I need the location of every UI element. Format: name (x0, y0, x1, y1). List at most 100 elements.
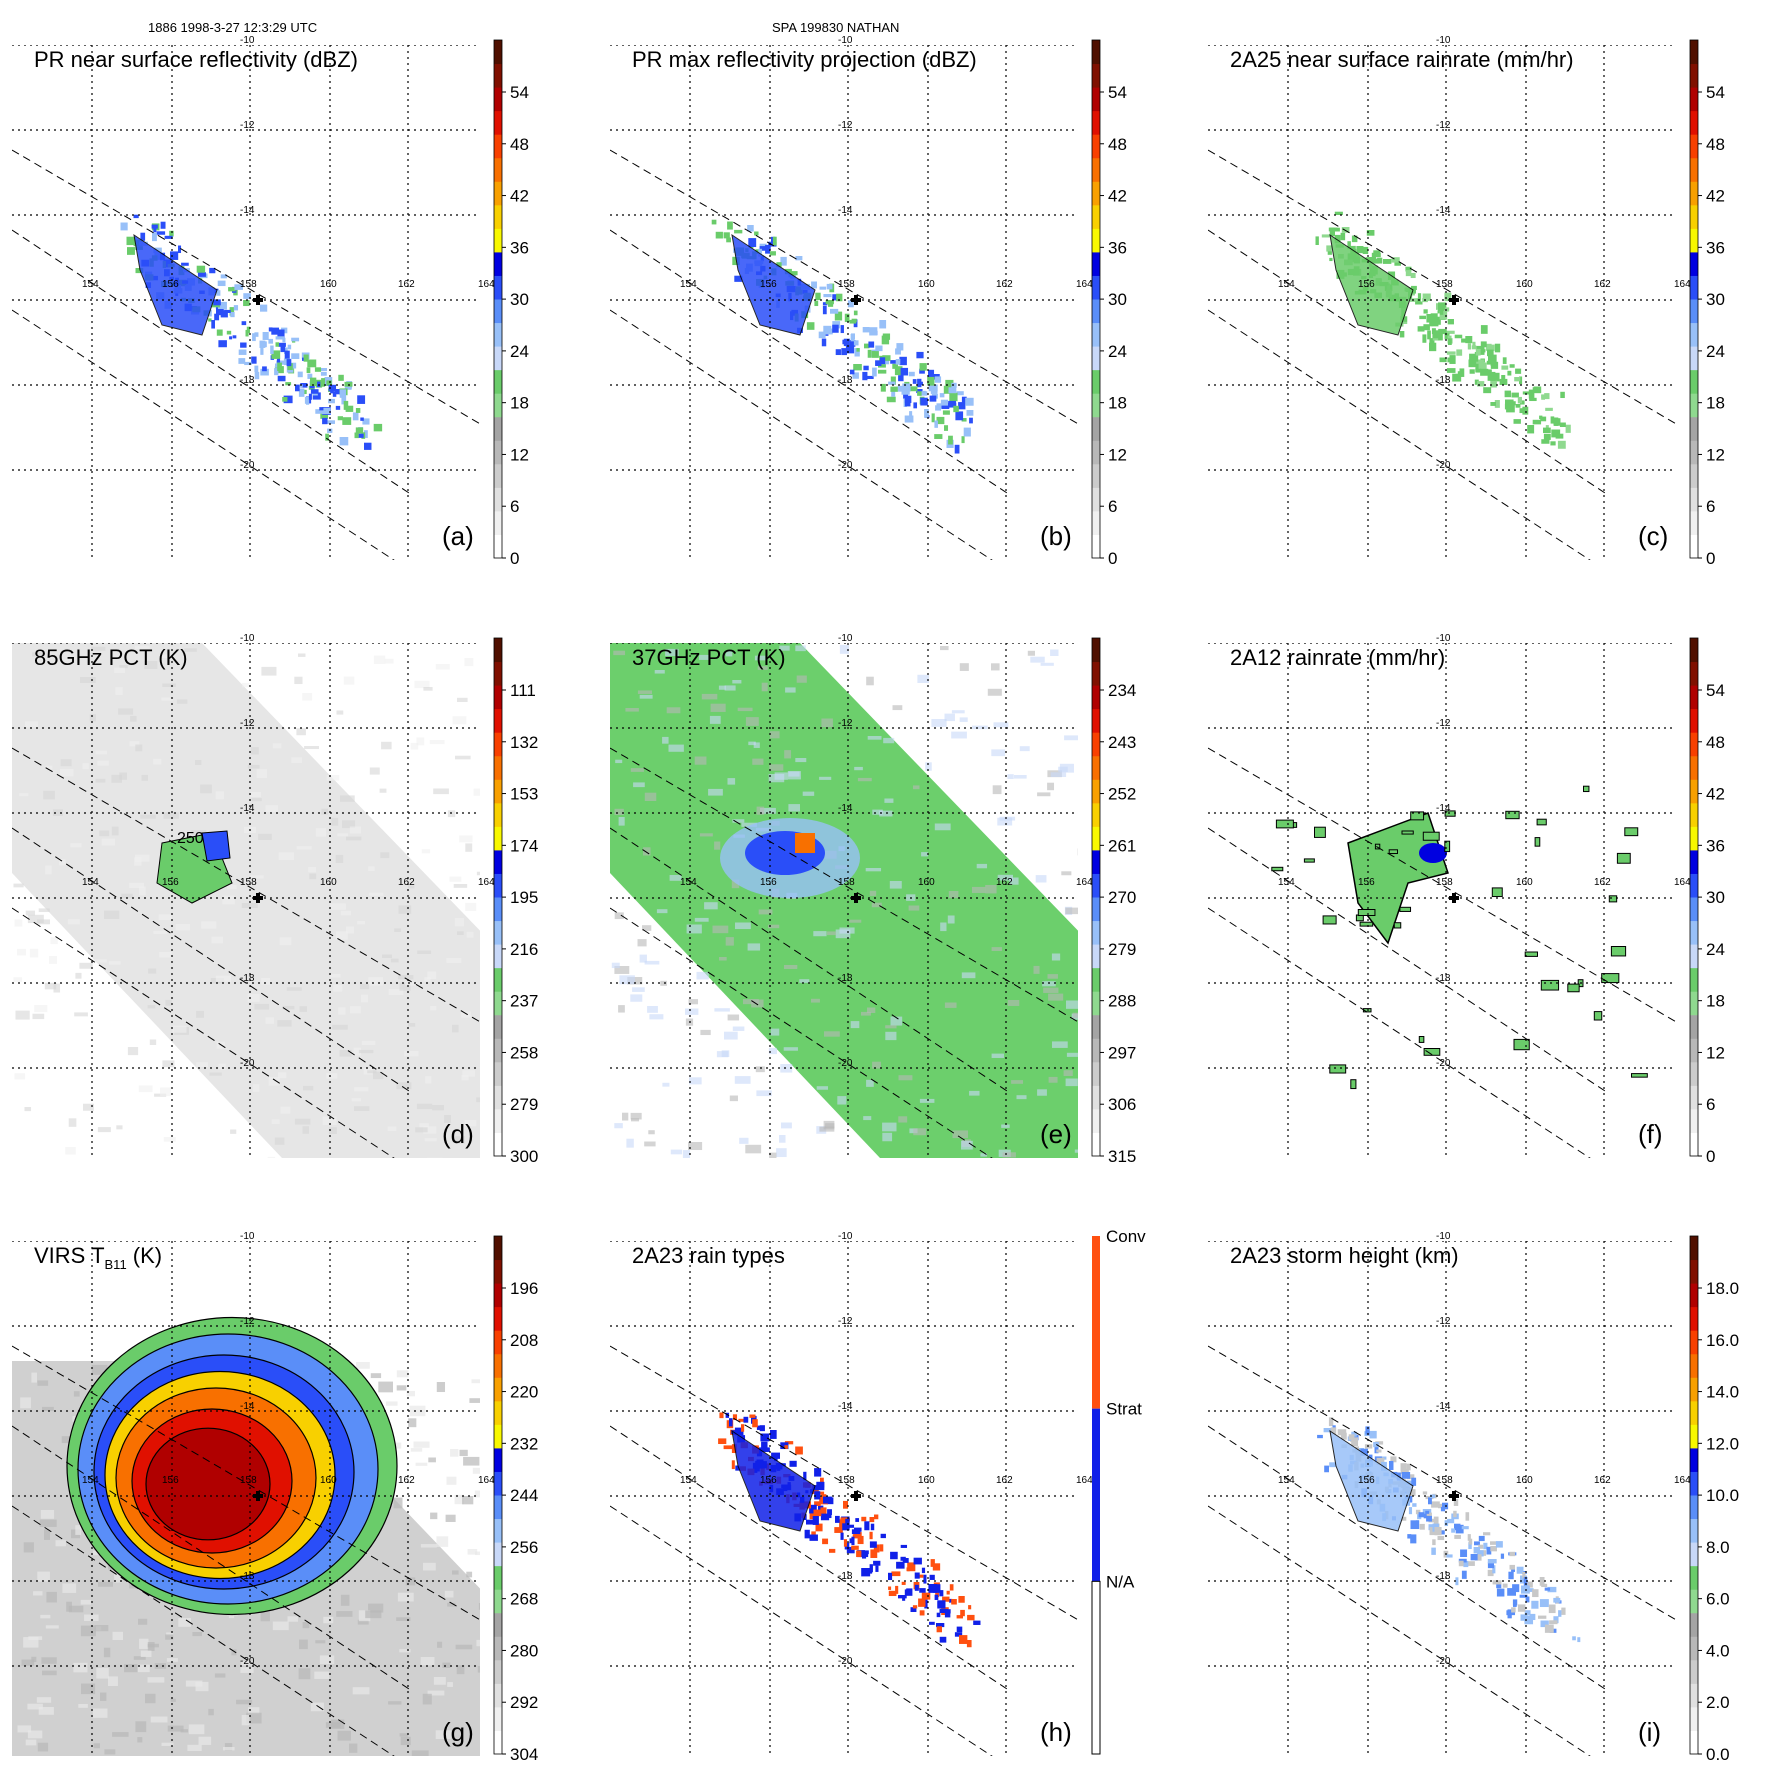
rain-cell (277, 329, 285, 338)
rain-cell (287, 344, 292, 350)
rain-cell (849, 369, 855, 375)
rain-cell (919, 363, 927, 371)
field-cell (1007, 774, 1014, 780)
rain-cell (328, 398, 335, 404)
lon-tick-label: 154 (680, 877, 697, 888)
field-cell (649, 1014, 664, 1020)
colorbar-segment (494, 1447, 502, 1472)
field-cell (256, 769, 268, 778)
colorbar-segment (1690, 1306, 1698, 1331)
rain-cell (862, 1550, 869, 1555)
rain-cell (1463, 1560, 1469, 1568)
rain-cell (1560, 391, 1565, 399)
swath-edge (1208, 1505, 1591, 1756)
rain-cell (1440, 1507, 1446, 1512)
rain-cell (968, 1605, 972, 1610)
field-cell (779, 1135, 786, 1143)
rain-cell (1513, 1038, 1530, 1051)
lat-tick-label: -12 (838, 718, 853, 729)
field-cell (368, 866, 375, 872)
colorbar-segment (1690, 661, 1698, 686)
rain-cell (908, 371, 915, 377)
field-cell (45, 765, 53, 770)
field-cell (613, 650, 626, 656)
field-cell (396, 1082, 412, 1090)
rain-cell (948, 400, 956, 408)
rain-cell (827, 1509, 832, 1515)
rain-cell (1534, 837, 1541, 847)
rain-cell (888, 381, 896, 385)
field-cell (67, 919, 80, 925)
colorbar-segment (494, 802, 502, 827)
colorbar-tick-label: 132 (510, 733, 538, 752)
field-cell (196, 1010, 205, 1018)
field-cell (835, 929, 851, 939)
rain-cell (226, 330, 232, 335)
rain-cell (956, 1615, 963, 1619)
field-cell (694, 756, 707, 765)
field-cell (427, 1690, 445, 1696)
field-cell (330, 974, 341, 978)
colorbar-segment (1690, 1706, 1698, 1731)
lon-tick-label: 154 (82, 279, 99, 290)
field-cell (1079, 1148, 1086, 1153)
rain-cell (949, 1584, 954, 1591)
field-cell (913, 785, 920, 790)
swath-background (12, 643, 480, 1158)
rain-cell (921, 1592, 931, 1600)
field-cell (357, 920, 365, 925)
field-cell (898, 1075, 913, 1081)
rain-cell (1476, 359, 1484, 366)
field-cell (618, 1005, 625, 1013)
lat-tick-label: -18 (240, 375, 255, 386)
rain-cell (891, 1571, 901, 1577)
rain-cell (878, 369, 887, 374)
convective-core (201, 830, 231, 862)
rain-cell (853, 364, 862, 371)
rain-cell (224, 309, 231, 313)
field-cell (614, 808, 624, 816)
rain-cell (919, 381, 923, 386)
colorbar-segment (1092, 732, 1100, 757)
rain-cell (1317, 1434, 1323, 1439)
rain-cell (233, 305, 239, 311)
rain-cell (262, 366, 267, 372)
rain-cell (1543, 427, 1551, 434)
rain-cell (897, 385, 904, 392)
colorbar-tick-label: 12 (1108, 445, 1127, 464)
rain-cell (1559, 422, 1566, 428)
rain-cell (890, 1551, 898, 1560)
field-cell (700, 1029, 711, 1036)
rain-cell (1492, 377, 1499, 381)
field-cell (388, 1701, 402, 1705)
rain-cell (832, 294, 840, 301)
rain-core (133, 233, 218, 336)
field-cell (420, 1657, 435, 1666)
rain-cell (954, 444, 960, 454)
lon-tick-label: 154 (1278, 877, 1295, 888)
field-cell (13, 977, 23, 982)
field-cell (866, 676, 874, 686)
rain-cell (1520, 1575, 1527, 1584)
field-cell (42, 1406, 54, 1411)
rain-cell (133, 214, 139, 219)
field-cell (267, 1156, 276, 1158)
field-cell (409, 1405, 426, 1417)
field-cell (302, 1126, 309, 1134)
field-cell (73, 1662, 88, 1673)
field-cell (368, 977, 383, 986)
rain-cell (1429, 342, 1437, 352)
rain-cell (135, 268, 144, 274)
field-cell (466, 931, 474, 938)
swath-edge (610, 1425, 1011, 1692)
panel-d: 154 156 158 160 162 164-10-12-14-18-2025085GH… (12, 633, 538, 1166)
lon-tick-label: 154 (1278, 1475, 1295, 1486)
rain-cell (1399, 331, 1405, 338)
rain-cell (948, 387, 957, 394)
lat-tick-label: -18 (838, 375, 853, 386)
rain-cell (811, 281, 817, 289)
colorbar-segment (1690, 40, 1698, 65)
field-cell (236, 1699, 253, 1705)
rain-cell (1545, 407, 1553, 411)
field-cell (148, 968, 157, 974)
